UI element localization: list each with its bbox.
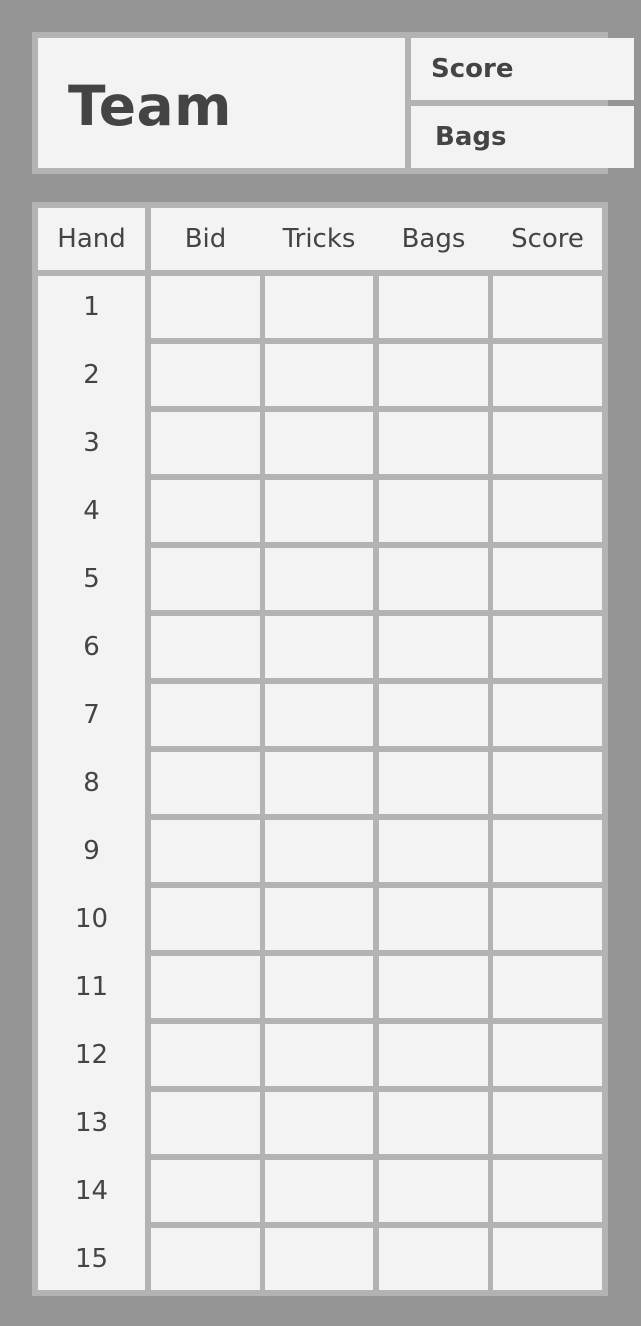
bags-entry-cell[interactable] — [379, 888, 488, 950]
hand-number: 6 — [83, 632, 100, 662]
total-score-cell: Score — [411, 38, 634, 100]
bags-entry-cell[interactable] — [379, 1228, 488, 1290]
column-header-bags: Bags — [401, 224, 466, 254]
bags-entry-cell[interactable] — [379, 1024, 488, 1086]
column-header-score: Score — [511, 224, 584, 254]
hand-number: 1 — [83, 292, 100, 322]
hand-number: 12 — [74, 1040, 109, 1070]
tricks-entry-cell[interactable] — [265, 1092, 373, 1154]
score-entry-cell[interactable] — [493, 1092, 602, 1154]
hand-number: 7 — [83, 700, 100, 730]
tricks-entry-cell[interactable] — [265, 548, 373, 610]
bid-entry-cell[interactable] — [151, 480, 260, 542]
tricks-entry-cell[interactable] — [265, 684, 373, 746]
tricks-entry-cell[interactable] — [265, 344, 373, 406]
bags-entry-cell[interactable] — [379, 276, 488, 338]
bid-entry-cell[interactable] — [151, 616, 260, 678]
tricks-entry-cell[interactable] — [265, 1160, 373, 1222]
column-header-tricks: Tricks — [282, 224, 356, 254]
bid-entry-cell[interactable] — [151, 956, 260, 1018]
tricks-entry-cell[interactable] — [265, 1024, 373, 1086]
bid-entry-cell[interactable] — [151, 1160, 260, 1222]
score-entry-cell[interactable] — [493, 548, 602, 610]
team-header: Team Score Bags — [32, 32, 634, 174]
tricks-entry-cell[interactable] — [265, 956, 373, 1018]
hand-number: 14 — [74, 1176, 109, 1206]
hand-number: 4 — [83, 496, 100, 526]
bags-entry-cell[interactable] — [379, 820, 488, 882]
bid-entry-cell[interactable] — [151, 548, 260, 610]
tricks-entry-cell[interactable] — [265, 888, 373, 950]
total-score-label: Score — [431, 54, 514, 84]
score-entry-cell[interactable] — [493, 412, 602, 474]
bid-entry-cell[interactable] — [151, 888, 260, 950]
bags-entry-cell[interactable] — [379, 956, 488, 1018]
column-header-row: Bid Tricks Bags Score — [151, 208, 602, 270]
score-entry-cell[interactable] — [493, 344, 602, 406]
hand-number: 8 — [83, 768, 100, 798]
score-entry-cell[interactable] — [493, 956, 602, 1018]
bags-entry-cell[interactable] — [379, 616, 488, 678]
bags-entry-cell[interactable] — [379, 480, 488, 542]
bags-entry-cell[interactable] — [379, 1092, 488, 1154]
tricks-entry-cell[interactable] — [265, 276, 373, 338]
bid-entry-cell[interactable] — [151, 820, 260, 882]
hand-number-column: 1 2 3 4 5 6 7 8 9 10 11 12 13 14 15 — [38, 276, 145, 1290]
total-bags-cell: Bags — [411, 106, 634, 168]
bags-entry-cell[interactable] — [379, 684, 488, 746]
score-entry-cell[interactable] — [493, 276, 602, 338]
column-header-label: Hand — [57, 224, 126, 254]
team-name-cell[interactable]: Team — [38, 38, 405, 168]
bid-entry-cell[interactable] — [151, 1024, 260, 1086]
bags-entry-cell[interactable] — [379, 548, 488, 610]
hand-number: 9 — [83, 836, 100, 866]
team-name: Team — [68, 74, 232, 138]
bid-entry-cell[interactable] — [151, 344, 260, 406]
tricks-entry-cell[interactable] — [265, 1228, 373, 1290]
column-header-bid: Bid — [184, 224, 227, 254]
hand-number: 10 — [74, 904, 109, 934]
hand-number: 11 — [74, 972, 109, 1002]
bid-entry-cell[interactable] — [151, 684, 260, 746]
tricks-entry-cell[interactable] — [265, 616, 373, 678]
bid-entry-cell[interactable] — [151, 276, 260, 338]
score-entry-cell[interactable] — [493, 1228, 602, 1290]
bags-entry-cell[interactable] — [379, 1160, 488, 1222]
score-entry-cell[interactable] — [493, 888, 602, 950]
total-bags-label: Bags — [435, 122, 507, 152]
bid-entry-cell[interactable] — [151, 1228, 260, 1290]
tricks-entry-cell[interactable] — [265, 752, 373, 814]
score-entry-cell[interactable] — [493, 1024, 602, 1086]
bid-entry-cell[interactable] — [151, 752, 260, 814]
column-header-hand: Hand — [38, 208, 145, 270]
bags-entry-cell[interactable] — [379, 344, 488, 406]
bags-entry-cell[interactable] — [379, 412, 488, 474]
hand-number: 15 — [74, 1244, 109, 1274]
hand-number: 3 — [83, 428, 100, 458]
score-entry-cell[interactable] — [493, 1160, 602, 1222]
score-table: Hand Bid Tricks Bags Score 1 2 3 4 5 6 7 8 9 10 11… — [32, 202, 608, 1296]
score-entry-cell[interactable] — [493, 684, 602, 746]
hand-number: 13 — [74, 1108, 109, 1138]
score-entry-cell[interactable] — [493, 820, 602, 882]
hand-number: 2 — [83, 360, 100, 390]
tricks-entry-cell[interactable] — [265, 412, 373, 474]
score-entry-cell[interactable] — [493, 616, 602, 678]
score-entry-cell[interactable] — [493, 752, 602, 814]
bags-entry-cell[interactable] — [379, 752, 488, 814]
tricks-entry-cell[interactable] — [265, 480, 373, 542]
score-entry-cell[interactable] — [493, 480, 602, 542]
hand-number: 5 — [83, 564, 100, 594]
tricks-entry-cell[interactable] — [265, 820, 373, 882]
bid-entry-cell[interactable] — [151, 1092, 260, 1154]
bid-entry-cell[interactable] — [151, 412, 260, 474]
